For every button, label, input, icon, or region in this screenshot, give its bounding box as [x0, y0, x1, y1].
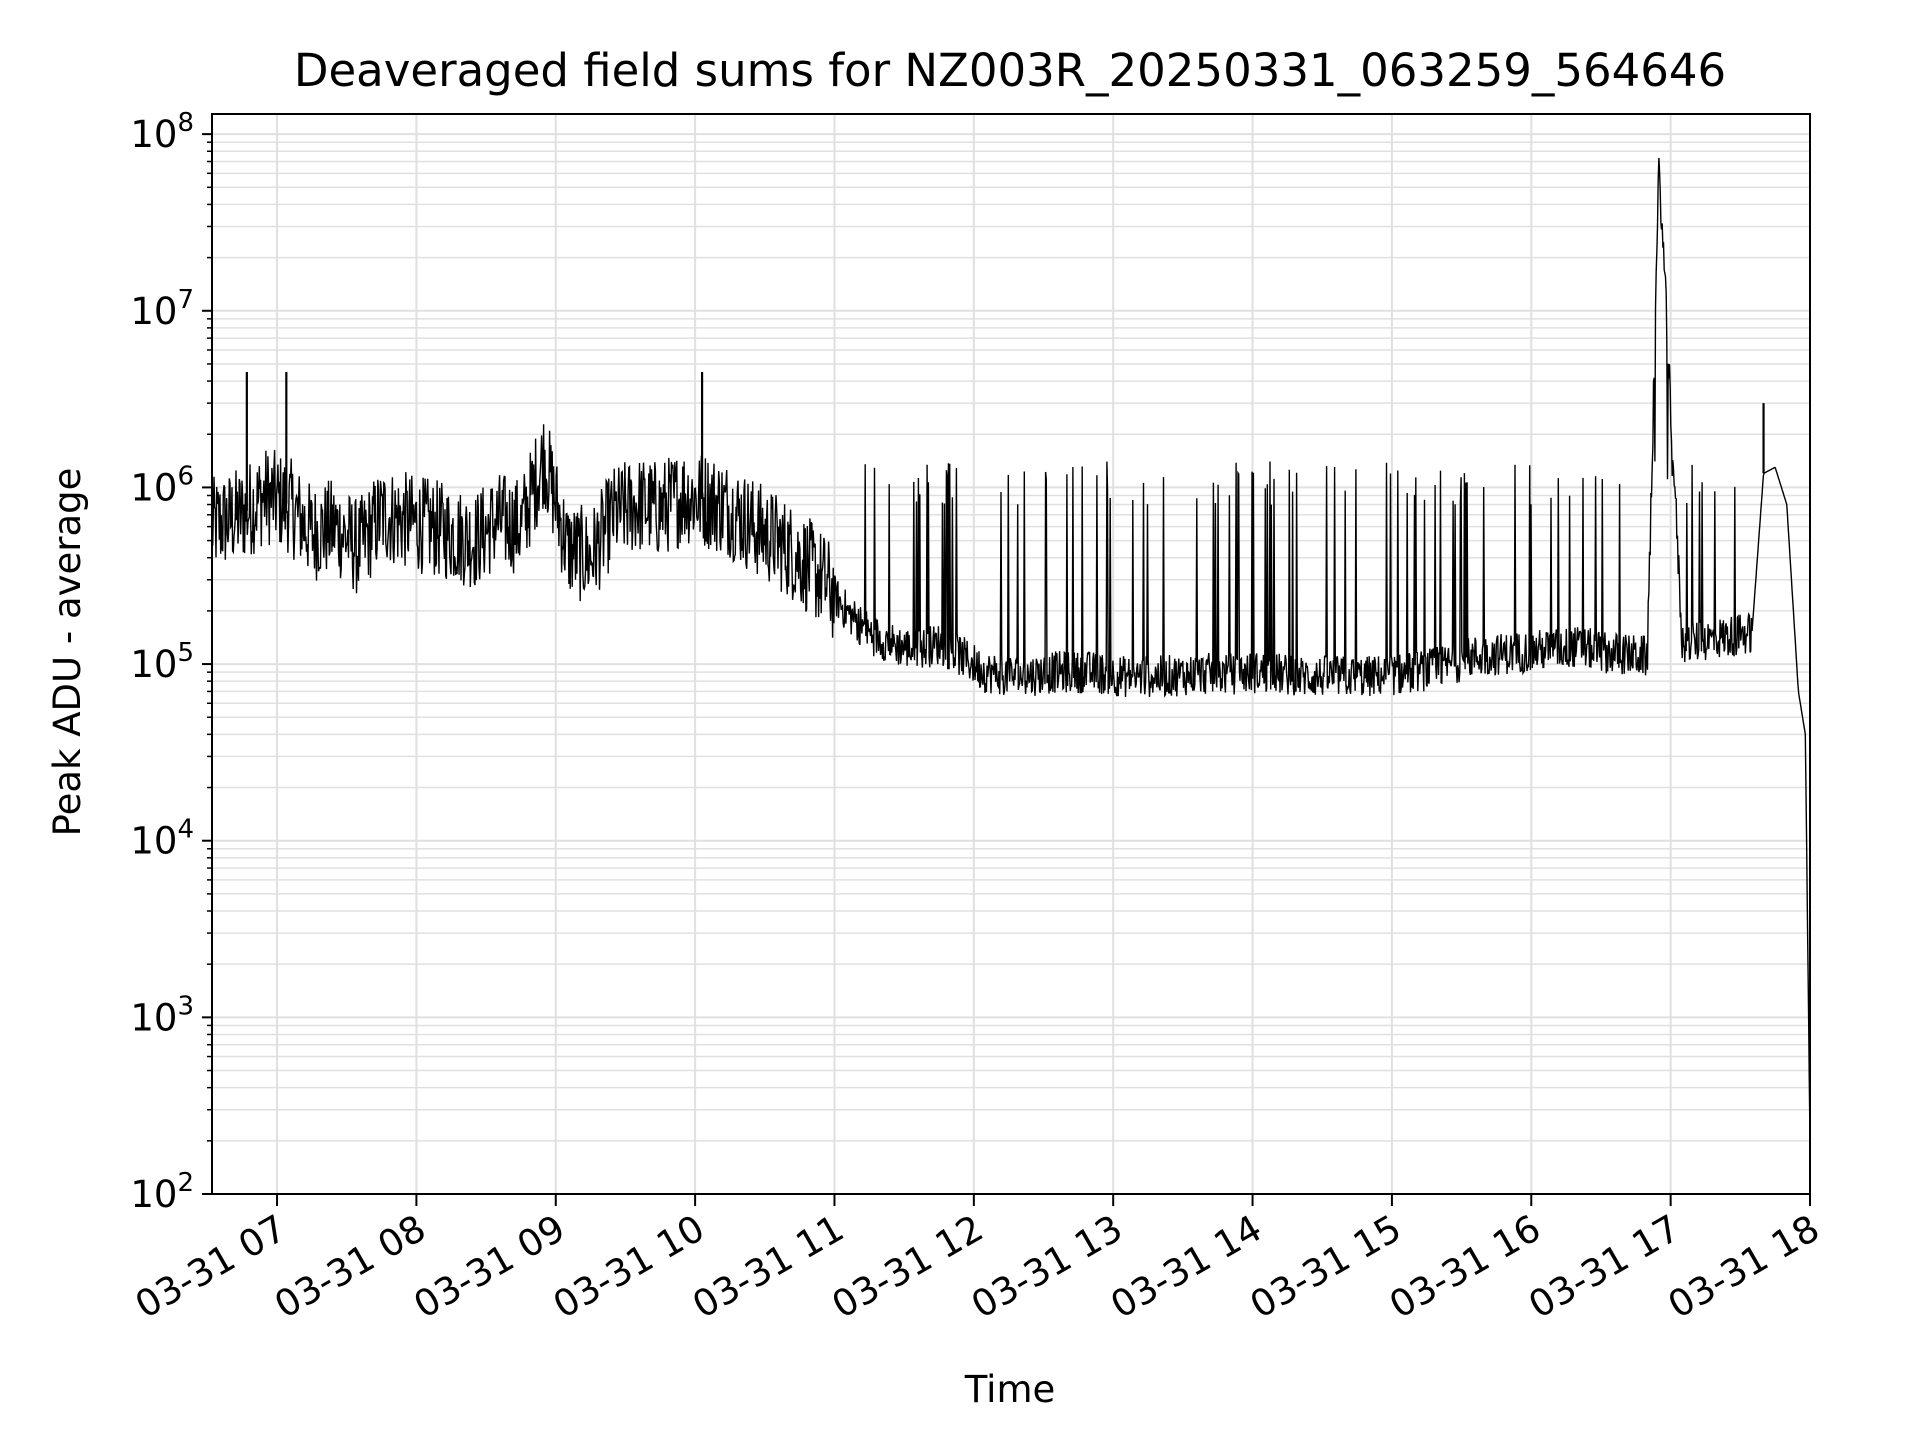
series-line	[211, 157, 1811, 1141]
y-tick-label: 105	[130, 638, 194, 686]
y-axis: 102 103 104 105 106 107 108	[130, 108, 212, 1216]
x-axis-label: Time	[964, 1368, 1056, 1411]
y-tick-label: 108	[130, 108, 194, 156]
y-tick-label: 104	[130, 815, 194, 863]
y-tick-label: 107	[130, 285, 194, 333]
gridlines	[212, 114, 1811, 1195]
chart-title: Deaveraged field sums for NZ003R_2025033…	[294, 44, 1726, 97]
y-tick-label: 103	[130, 991, 194, 1039]
y-tick-label: 102	[130, 1168, 194, 1216]
series-group	[211, 157, 1811, 1141]
y-tick-label: 106	[130, 461, 194, 509]
plot-frame	[211, 113, 1811, 1195]
y-axis-label: Peak ADU - average	[46, 468, 89, 837]
